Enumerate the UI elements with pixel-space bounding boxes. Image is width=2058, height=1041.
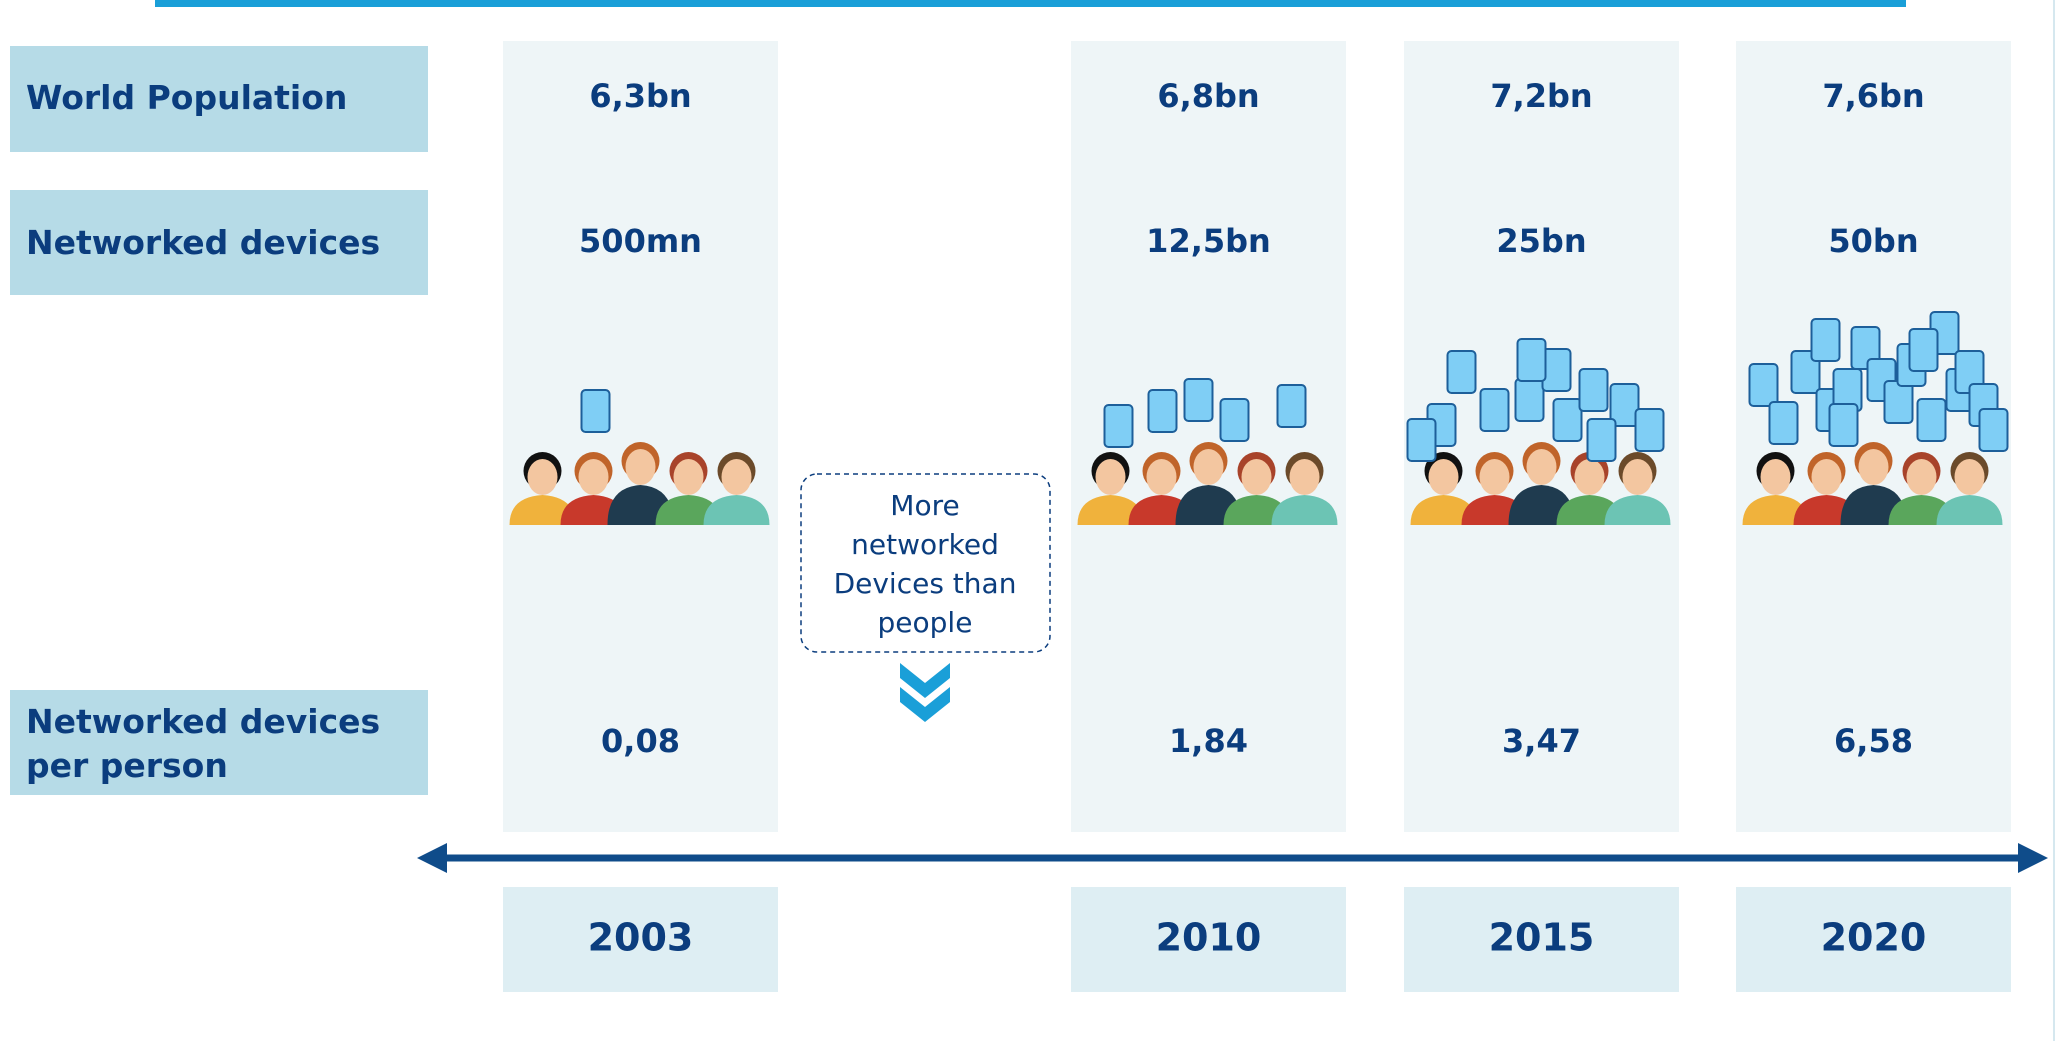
row-label-box (10, 46, 428, 152)
person-head (1289, 459, 1320, 495)
people-icon (1410, 442, 1671, 525)
year-label: 2020 (1821, 916, 1927, 960)
callout-box (800, 473, 1051, 653)
phone-icon (1446, 350, 1477, 394)
person-head (673, 459, 704, 495)
phone-icon (580, 389, 611, 433)
phone-icon (1103, 404, 1134, 448)
phone-icon (1748, 363, 1779, 407)
person-head (721, 459, 752, 495)
person-head (1479, 459, 1510, 495)
person-body (1410, 495, 1477, 525)
phone-icon (1578, 368, 1609, 412)
year-box (1071, 887, 1346, 992)
cell-value: 7,6bn (1822, 77, 1924, 115)
people-icon (1742, 442, 2003, 525)
person-head (1095, 459, 1126, 495)
person-body (509, 495, 576, 525)
person-head (1906, 459, 1937, 495)
phone-icon (1609, 383, 1640, 427)
year-label: 2015 (1489, 916, 1595, 960)
callout-text: More networked Devices than people (834, 489, 1017, 639)
phone-icon (1541, 348, 1572, 392)
cell-value: 12,5bn (1146, 222, 1271, 260)
phone-icon (1916, 398, 1947, 442)
person-head (1146, 459, 1177, 495)
cell-value: 7,2bn (1490, 77, 1592, 115)
year-label: 2003 (588, 916, 694, 960)
person-body (1271, 495, 1338, 525)
phones (1103, 378, 1307, 448)
top-bar (155, 0, 1906, 7)
phone-icon (1552, 398, 1583, 442)
cell-value: 6,58 (1834, 722, 1913, 760)
phone-icon (1219, 398, 1250, 442)
year-box (1736, 887, 2011, 992)
phone-icon (1276, 384, 1307, 428)
person-head (1574, 459, 1605, 495)
phone-icon (1516, 338, 1547, 382)
phone-icon (1183, 378, 1214, 422)
person-head (527, 459, 558, 495)
column-bg (503, 41, 778, 832)
row-label: Networked devices (26, 223, 380, 262)
person-head (1858, 449, 1889, 485)
cell-value: 25bn (1496, 222, 1586, 260)
phone-icon (1768, 401, 1799, 445)
cell-value: 0,08 (601, 722, 680, 760)
phone-icon (1828, 403, 1859, 447)
person-body (1077, 495, 1144, 525)
cell-value: 1,84 (1169, 722, 1248, 760)
person-head (578, 459, 609, 495)
phone-icon (1514, 378, 1545, 422)
phone-icon (1479, 388, 1510, 432)
person-head (1241, 459, 1272, 495)
cell-value: 50bn (1828, 222, 1918, 260)
phone-icon (1406, 418, 1437, 462)
row-label-box (10, 690, 428, 795)
people-icon (1077, 442, 1338, 525)
phone-icon (1634, 408, 1665, 452)
person-head (1526, 449, 1557, 485)
person-head (1428, 459, 1459, 495)
year-box (1404, 887, 1679, 992)
person-head (1954, 459, 1985, 495)
phone-icon (1810, 318, 1841, 362)
cell-value: 3,47 (1502, 722, 1581, 760)
row-label: World Population (26, 78, 347, 117)
row-label-box (10, 190, 428, 295)
timeline-arrow (417, 843, 2048, 873)
person-head (1811, 459, 1842, 495)
cell-value: 500mn (579, 222, 702, 260)
person-head (1760, 459, 1791, 495)
phone-icon (1978, 408, 2009, 452)
phone-icon (1147, 389, 1178, 433)
person-body (1936, 495, 2003, 525)
phones (1406, 338, 1665, 462)
year-box (503, 887, 778, 992)
row-label: Networked devices per person (26, 702, 380, 785)
person-body (703, 495, 770, 525)
person-head (1622, 459, 1653, 495)
phones (1748, 311, 2009, 452)
phone-icon (1790, 350, 1821, 394)
person-body (1604, 495, 1671, 525)
phone-icon (1883, 380, 1914, 424)
cell-value: 6,8bn (1157, 77, 1259, 115)
year-label: 2010 (1156, 916, 1262, 960)
person-body (1742, 495, 1809, 525)
phone-icon (1586, 418, 1617, 462)
chevrons (900, 663, 950, 722)
phone-icon (1908, 328, 1939, 372)
person-head (1193, 449, 1224, 485)
people-icon (509, 442, 770, 525)
cell-value: 6,3bn (589, 77, 691, 115)
phones (580, 389, 611, 433)
person-head (625, 449, 656, 485)
